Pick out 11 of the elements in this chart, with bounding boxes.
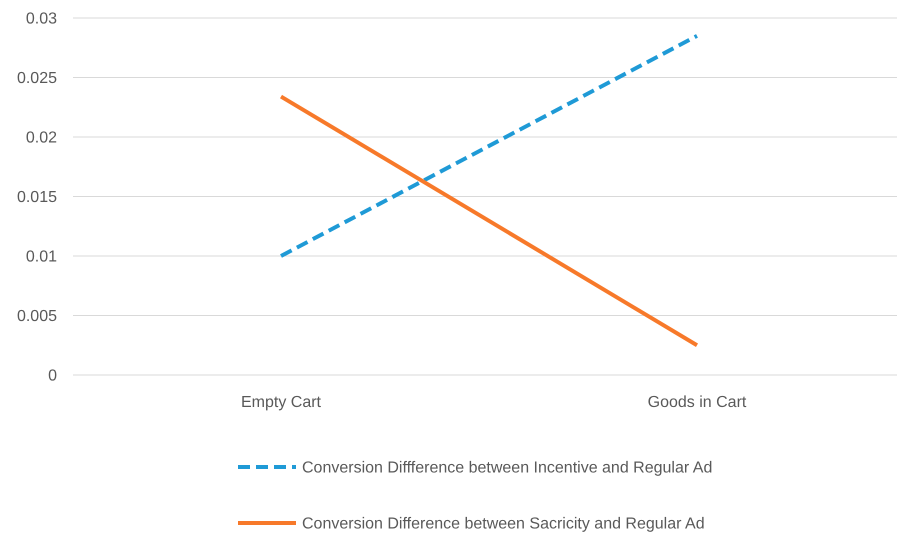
- y-tick-label: 0.02: [26, 130, 58, 147]
- x-tick-label: Goods in Cart: [648, 394, 747, 411]
- y-tick-label: 0.005: [16, 308, 58, 326]
- y-tick-label: 0.015: [16, 189, 58, 206]
- legend-label: Conversion Diffference between Incentive and Regular Ad: [302, 460, 712, 477]
- x-tick-label: Empty Cart: [240, 394, 322, 411]
- y-tick-label: 0.03: [26, 10, 58, 28]
- y-tick-label: 0.01: [26, 248, 58, 266]
- y-tick-label: 0: [48, 368, 58, 385]
- y-tick-label: 0.025: [16, 70, 58, 88]
- legend-label: Conversion Difference between Sacricity and Regular Ad: [302, 516, 705, 533]
